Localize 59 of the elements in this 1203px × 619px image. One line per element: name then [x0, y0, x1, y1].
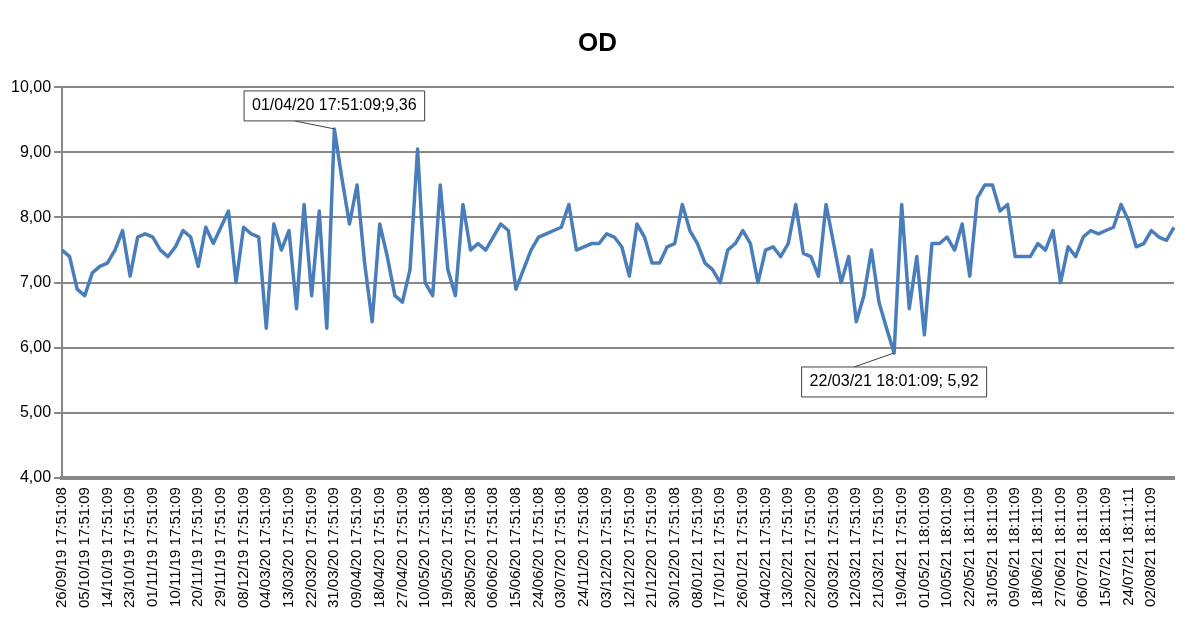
x-tick-label: 13/02/21 17:51:09 — [778, 487, 796, 609]
x-tick-label: 03/07/20 17:51:08 — [551, 487, 569, 609]
x-tick-label: 31/03/20 17:51:09 — [324, 487, 342, 609]
x-tick-label: 19/04/21 17:51:09 — [891, 487, 909, 609]
x-tick-label: 01/11/19 17:51:09 — [142, 487, 160, 607]
x-tick-label: 24/06/20 17:51:08 — [528, 487, 546, 609]
x-tick-label: 20/11/19 17:51:09 — [188, 487, 206, 607]
x-tick-label: 04/02/21 17:51:09 — [755, 487, 773, 609]
y-tick-label: 7,00 — [19, 273, 52, 291]
x-tick-label: 27/04/20 17:51:09 — [392, 487, 410, 609]
x-tick-label: 23/10/19 17:51:09 — [120, 487, 138, 609]
x-tick-label: 08/01/21 17:51:09 — [687, 487, 705, 609]
y-tick-label: 10,00 — [10, 77, 52, 95]
x-tick-label: 03/12/20 17:51:09 — [596, 487, 614, 609]
y-tick-label: 4,00 — [19, 468, 52, 486]
x-tick-label: 12/12/20 17:51:09 — [619, 487, 637, 609]
x-tick-label: 22/05/21 18:11:09 — [959, 487, 977, 607]
annotation: 01/04/20 17:51:09;9,36 — [252, 96, 417, 114]
x-tick-label: 18/04/20 17:51:09 — [369, 487, 387, 609]
x-tick-label: 14/10/19 17:51:09 — [97, 487, 115, 609]
x-tick-label: 01/05/21 18:01:09 — [914, 487, 932, 609]
x-tick-label: 27/06/21 18:11:09 — [1050, 487, 1068, 607]
x-tick-label: 09/06/21 18:11:09 — [1005, 487, 1023, 607]
chart-title: OD — [578, 26, 617, 57]
x-tick-label: 29/11/19 17:51:09 — [211, 487, 229, 607]
x-tick-label: 02/08/21 18:11:09 — [1141, 487, 1159, 607]
x-tick-label: 10/05/21 18:01:09 — [937, 487, 955, 609]
x-tick-label: 24/07/21 18:11:11 — [1118, 487, 1136, 606]
x-tick-label: 26/01/21 17:51:09 — [732, 487, 750, 609]
x-tick-label: 31/05/21 18:11:09 — [982, 487, 1000, 607]
x-tick-label: 21/12/20 17:51:09 — [642, 487, 660, 609]
y-tick-label: 6,00 — [19, 338, 52, 356]
x-tick-label: 15/07/21 18:11:09 — [1096, 487, 1114, 607]
x-tick-label: 06/06/20 17:51:08 — [483, 487, 501, 609]
x-tick-label: 21/03/21 17:51:09 — [869, 487, 887, 609]
x-tick-label: 12/03/21 17:51:09 — [846, 487, 864, 609]
x-tick-label: 28/05/20 17:51:08 — [460, 487, 478, 609]
y-tick-label: 9,00 — [19, 142, 52, 160]
x-tick-label: 19/05/20 17:51:08 — [437, 487, 455, 609]
x-tick-label: 10/11/19 17:51:09 — [165, 487, 183, 607]
x-tick-label: 15/06/20 17:51:08 — [506, 487, 524, 609]
x-tick-label: 22/03/20 17:51:09 — [301, 487, 319, 609]
x-tick-label: 22/02/21 17:51:09 — [801, 487, 819, 609]
x-tick-label: 13/03/20 17:51:09 — [279, 487, 297, 609]
x-tick-label: 10/05/20 17:51:08 — [415, 487, 433, 609]
x-tick-label: 17/01/21 17:51:09 — [710, 487, 728, 609]
y-tick-label: 8,00 — [19, 207, 52, 225]
x-tick-label: 03/03/21 17:51:09 — [823, 487, 841, 609]
x-tick-label: 30/12/20 17:51:08 — [664, 487, 682, 609]
x-tick-label: 18/06/21 18:11:09 — [1027, 487, 1045, 607]
x-tick-label: 26/09/19 17:51:08 — [52, 487, 70, 609]
annotation: 22/03/21 18:01:09; 5,92 — [809, 372, 979, 390]
x-tick-label: 06/07/21 18:11:09 — [1073, 487, 1091, 607]
x-tick-label: 05/10/19 17:51:09 — [74, 487, 92, 609]
x-tick-label: 08/12/19 17:51:09 — [233, 487, 251, 609]
x-tick-label: 09/04/20 17:51:09 — [347, 487, 365, 609]
x-tick-label: 24/11/20 17:51:08 — [574, 487, 592, 607]
x-tick-label: 04/03/20 17:51:09 — [256, 487, 274, 609]
y-tick-label: 5,00 — [19, 403, 52, 421]
